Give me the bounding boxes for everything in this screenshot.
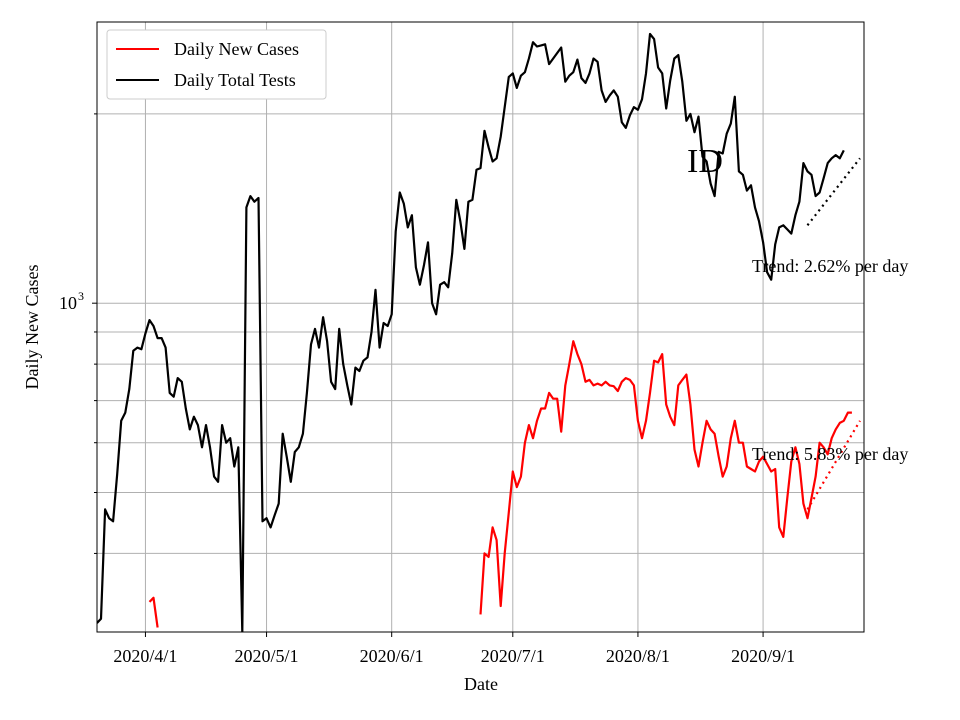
trend-label-cases: Trend: 5.83% per day (752, 444, 908, 464)
state-label: ID (687, 143, 723, 180)
x-tick-label: 2020/6/1 (360, 646, 424, 666)
legend-label-tests: Daily Total Tests (174, 70, 296, 90)
axis-ticks: 2020/4/1 2020/5/1 2020/6/1 2020/7/1 2020/8/1… (59, 113, 795, 666)
series-lines (97, 32, 852, 632)
legend-label-cases: Daily New Cases (174, 39, 299, 59)
x-tick-label: 2020/4/1 (113, 646, 177, 666)
series-line-cases (479, 340, 852, 615)
y-axis-label: Daily New Cases (22, 265, 42, 390)
legend-box (106, 29, 327, 100)
y-tick-label: 10 (59, 293, 77, 313)
x-tick-label: 2020/9/1 (731, 646, 795, 666)
legend: Daily New Cases Daily Total Tests (106, 29, 327, 100)
annotations: ID Trend: 2.62% per day Trend: 5.83% per… (687, 143, 908, 464)
trend-lines (806, 157, 861, 510)
y-tick-label-exponent: 3 (78, 289, 84, 303)
trend-label-tests: Trend: 2.62% per day (752, 256, 908, 276)
trend-line-tests (806, 157, 861, 226)
series-line-cases (148, 596, 159, 628)
grid-lines (97, 22, 864, 632)
x-tick-label: 2020/8/1 (606, 646, 670, 666)
trend-line-cases (806, 420, 861, 510)
x-axis-label: Date (464, 674, 498, 694)
x-tick-label: 2020/7/1 (481, 646, 545, 666)
series-line-tests (97, 32, 845, 632)
x-tick-label: 2020/5/1 (235, 646, 299, 666)
plot-frame (96, 21, 865, 633)
